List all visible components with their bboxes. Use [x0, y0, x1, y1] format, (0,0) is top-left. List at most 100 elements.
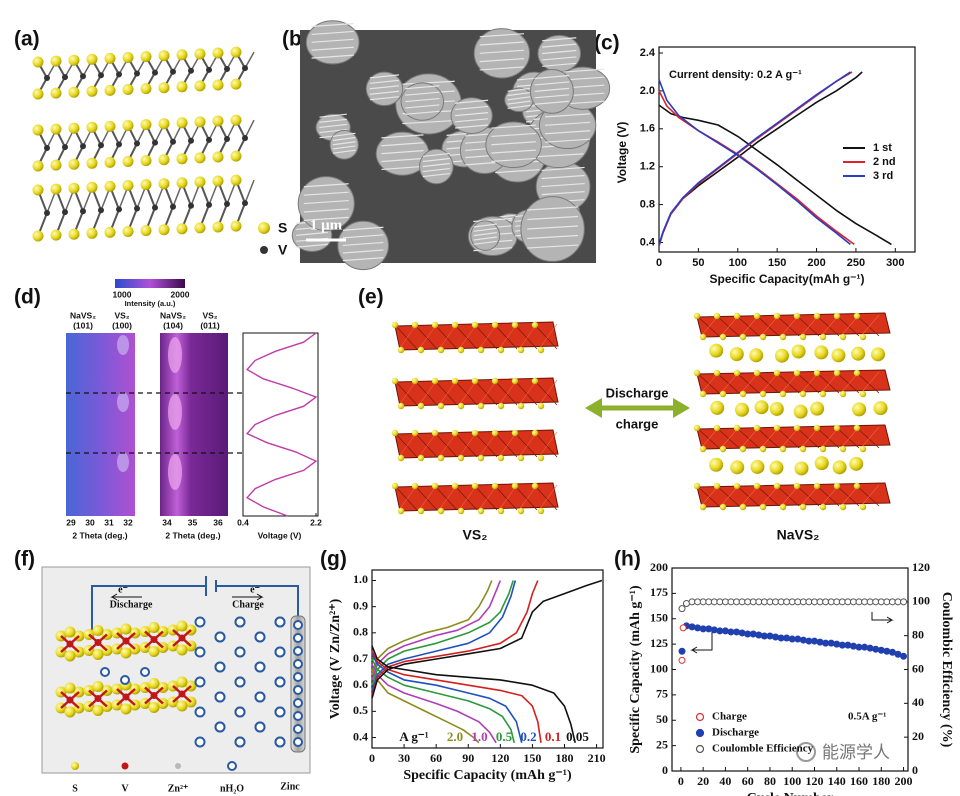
s-atom: [853, 312, 861, 320]
na-ion: [814, 345, 829, 360]
octahedron-edge: [514, 432, 538, 458]
water: [293, 737, 303, 747]
na-ion: [852, 402, 867, 417]
octahedron-edge: [534, 485, 558, 511]
particle-sheet: [303, 208, 349, 213]
s-atom: [733, 312, 741, 320]
legend-label: 0.2: [520, 729, 536, 744]
na-ion: [730, 460, 745, 475]
axis-arrow: [690, 628, 713, 654]
octahedron-edge: [478, 379, 498, 406]
water: [234, 646, 246, 658]
s-atom: [104, 180, 116, 192]
x-tick-label: 150: [523, 751, 541, 765]
x-tick-label: 140: [828, 774, 846, 788]
s-atom: [148, 678, 160, 689]
circuit: [91, 585, 299, 632]
x-tick-label: 2.2: [310, 517, 322, 527]
y2-tick-label: 0: [912, 763, 918, 777]
s-atom: [693, 369, 701, 377]
s-atom: [497, 402, 505, 410]
s-atom: [176, 644, 188, 656]
data-point: [783, 634, 791, 642]
s-atom: [122, 120, 134, 131]
water: [214, 691, 226, 703]
heatmap-spot: [117, 392, 129, 412]
s-atom: [437, 507, 445, 515]
na-ion: [810, 401, 825, 416]
particle-sheet: [455, 124, 489, 129]
y-tick-label: 50: [656, 712, 668, 726]
s-atom: [779, 445, 787, 453]
s-atom: [68, 182, 80, 194]
octahedron-edge: [474, 324, 498, 350]
s-atom: [517, 507, 525, 515]
s-atom: [86, 53, 98, 65]
s-atom: [92, 705, 104, 716]
na-ion: [851, 346, 866, 361]
legend-label: 2.0: [447, 729, 463, 744]
s-atom: [819, 333, 827, 341]
s-atom: [68, 54, 80, 66]
particle-sheet: [296, 231, 328, 236]
s-atom: [733, 424, 741, 432]
s-atom: [531, 429, 539, 437]
series-line: [371, 580, 542, 743]
particle-sheet: [342, 234, 384, 239]
s-atom: [773, 482, 781, 490]
particle-sheet: [311, 38, 354, 43]
s-atom: [477, 402, 485, 410]
s-atom: [799, 333, 807, 341]
particle-sheet: [534, 94, 570, 99]
particle-sheet: [381, 165, 424, 171]
particle-sheet: [405, 91, 440, 96]
octahedron-edge: [398, 431, 418, 458]
octahedron-edge: [518, 484, 538, 511]
water: [293, 711, 303, 721]
s-atom: [140, 51, 152, 63]
octahedron-edge: [494, 432, 518, 458]
octahedron-edge: [518, 431, 538, 458]
octahedra-layer: [696, 424, 891, 450]
s-atom: [411, 429, 419, 437]
particle: [473, 28, 531, 79]
s-atom: [104, 84, 116, 96]
panel-label: (g): [320, 548, 347, 571]
v-atom: [178, 634, 186, 642]
y-tick-label: 0.5: [353, 703, 368, 717]
v-atom: [152, 69, 158, 76]
s-atom: [411, 321, 419, 329]
water: [140, 667, 150, 677]
octahedron-edge: [756, 315, 780, 337]
v-atom: [206, 136, 212, 143]
data-point: [872, 645, 880, 653]
particle: [297, 176, 355, 232]
particle-sheet: [311, 30, 354, 36]
legend-title: A g⁻¹: [399, 729, 428, 744]
s-atom: [140, 155, 152, 167]
s-atom: [693, 312, 701, 320]
s-atom: [839, 390, 847, 398]
tick-label: 30: [85, 517, 95, 527]
s-atom: [212, 175, 224, 187]
legend-icon: [227, 761, 237, 771]
legend-label: 0.05: [566, 729, 589, 744]
water: [293, 620, 303, 630]
s-atom: [431, 377, 439, 385]
s-atom: [158, 178, 170, 190]
v-atom: [44, 145, 50, 151]
s-atom: [437, 402, 445, 410]
particle-sheet: [473, 232, 497, 237]
octahedron-edge: [860, 426, 880, 449]
s-atom: [693, 482, 701, 490]
data-point: [738, 629, 746, 637]
column-label: (100): [112, 320, 132, 330]
s-atom: [230, 46, 242, 58]
s-atom: [212, 115, 224, 127]
legend-label: Zinc: [280, 781, 300, 792]
octahedron-edge: [716, 315, 740, 337]
v-atom: [98, 142, 104, 149]
water: [293, 672, 303, 682]
s-atom: [140, 119, 152, 131]
s-atom: [104, 156, 116, 168]
